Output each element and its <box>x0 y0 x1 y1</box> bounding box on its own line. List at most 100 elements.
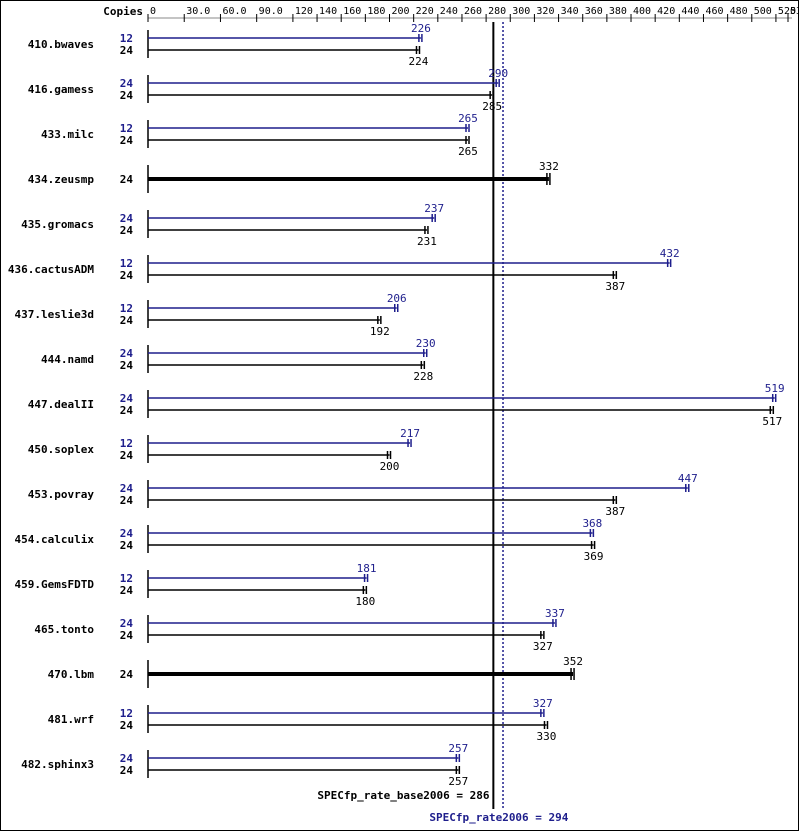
peak-copies-label: 12 <box>120 707 133 720</box>
x-tick-label: 280 <box>488 6 506 17</box>
peak-value-label: 447 <box>678 472 698 485</box>
base-copies-label: 24 <box>120 449 134 462</box>
benchmark-name: 435.gromacs <box>21 218 94 231</box>
benchmark-name: 470.lbm <box>48 668 95 681</box>
x-tick-label: 300 <box>512 6 530 17</box>
base-copies-label: 24 <box>120 173 134 186</box>
x-tick-label: 520 <box>778 6 796 17</box>
peak-value-label: 265 <box>458 112 478 125</box>
x-tick-label: 120 <box>295 6 313 17</box>
x-tick-label: 500 <box>754 6 772 17</box>
base-value-label: 265 <box>458 145 478 158</box>
base-value-label: 192 <box>370 325 390 338</box>
peak-value-label: 206 <box>387 292 407 305</box>
benchmark-name: 433.milc <box>41 128 94 141</box>
x-tick-label: 420 <box>657 6 675 17</box>
peak-copies-label: 12 <box>120 122 133 135</box>
benchmark-name: 437.leslie3d <box>15 308 94 321</box>
base-value-label: 352 <box>563 655 583 668</box>
benchmark-name: 434.zeusmp <box>28 173 95 186</box>
base-value-label: 180 <box>355 595 375 608</box>
x-tick-label: 180 <box>367 6 385 17</box>
base-value-label: 327 <box>533 640 553 653</box>
peak-value-label: 226 <box>411 22 431 35</box>
peak-copies-label: 24 <box>120 347 134 360</box>
benchmark-name: 444.namd <box>41 353 94 366</box>
x-tick-label: 530 <box>790 6 798 17</box>
x-tick-label: 460 <box>705 6 723 17</box>
base-copies-label: 24 <box>120 668 134 681</box>
peak-copies-label: 24 <box>120 212 134 225</box>
base-value-label: 517 <box>762 415 782 428</box>
base-value-label: 330 <box>537 730 557 743</box>
benchmark-name: 447.dealII <box>28 398 94 411</box>
peak-copies-label: 12 <box>120 32 133 45</box>
benchmark-name: 436.cactusADM <box>8 263 94 276</box>
base-copies-label: 24 <box>120 134 134 147</box>
peak-value-label: 337 <box>545 607 565 620</box>
base-copies-label: 24 <box>120 764 134 777</box>
peak-copies-label: 12 <box>120 257 133 270</box>
peak-copies-label: 24 <box>120 617 134 630</box>
base-value-label: 228 <box>413 370 433 383</box>
benchmark-name: 450.soplex <box>28 443 95 456</box>
peak-value-label: 368 <box>582 517 602 530</box>
benchmark-name: 454.calculix <box>15 533 95 546</box>
base-copies-label: 24 <box>120 224 134 237</box>
peak-value-label: 230 <box>416 337 436 350</box>
base-value-label: 369 <box>584 550 604 563</box>
peak-reference-label: SPECfp_rate2006 = 294 <box>429 811 568 824</box>
x-tick-label: 0 <box>150 6 156 17</box>
base-copies-label: 24 <box>120 539 134 552</box>
x-tick-label: 360 <box>585 6 603 17</box>
base-copies-label: 24 <box>120 89 134 102</box>
x-tick-label: 240 <box>440 6 458 17</box>
base-copies-label: 24 <box>120 359 134 372</box>
base-value-label: 257 <box>448 775 468 788</box>
peak-value-label: 327 <box>533 697 553 710</box>
peak-value-label: 237 <box>424 202 444 215</box>
base-copies-label: 24 <box>120 584 134 597</box>
x-tick-label: 220 <box>416 6 434 17</box>
base-value-label: 285 <box>482 100 502 113</box>
base-value-label: 224 <box>409 55 429 68</box>
benchmark-name: 410.bwaves <box>28 38 94 51</box>
peak-value-label: 217 <box>400 427 420 440</box>
peak-value-label: 290 <box>488 67 508 80</box>
peak-copies-label: 12 <box>120 302 133 315</box>
peak-copies-label: 24 <box>120 527 134 540</box>
x-tick-label: 60.0 <box>222 6 246 17</box>
x-tick-label: 140 <box>319 6 337 17</box>
benchmark-name: 453.povray <box>28 488 95 501</box>
x-tick-label: 260 <box>464 6 482 17</box>
base-value-label: 231 <box>417 235 437 248</box>
x-tick-label: 90.0 <box>259 6 283 17</box>
x-tick-label: 440 <box>681 6 699 17</box>
peak-copies-label: 24 <box>120 482 134 495</box>
benchmark-name: 416.gamess <box>28 83 94 96</box>
x-tick-label: 30.0 <box>186 6 210 17</box>
peak-value-label: 257 <box>448 742 468 755</box>
x-tick-label: 340 <box>561 6 579 17</box>
benchmark-name: 465.tonto <box>34 623 94 636</box>
peak-value-label: 519 <box>765 382 785 395</box>
benchmark-name: 459.GemsFDTD <box>15 578 95 591</box>
base-copies-label: 24 <box>120 404 134 417</box>
x-tick-label: 400 <box>633 6 651 17</box>
base-value-label: 387 <box>605 505 625 518</box>
base-copies-label: 24 <box>120 314 134 327</box>
base-copies-label: 24 <box>120 494 134 507</box>
x-tick-label: 160 <box>343 6 361 17</box>
base-value-label: 332 <box>539 160 559 173</box>
x-tick-label: 320 <box>536 6 554 17</box>
base-copies-label: 24 <box>120 44 134 57</box>
peak-value-label: 432 <box>660 247 680 260</box>
peak-copies-label: 24 <box>120 752 134 765</box>
base-reference-label: SPECfp_rate_base2006 = 286 <box>317 789 490 802</box>
base-copies-label: 24 <box>120 629 134 642</box>
x-tick-label: 200 <box>392 6 410 17</box>
peak-copies-label: 24 <box>120 77 134 90</box>
base-copies-label: 24 <box>120 719 134 732</box>
x-tick-label: 480 <box>730 6 748 17</box>
benchmark-name: 482.sphinx3 <box>21 758 94 771</box>
